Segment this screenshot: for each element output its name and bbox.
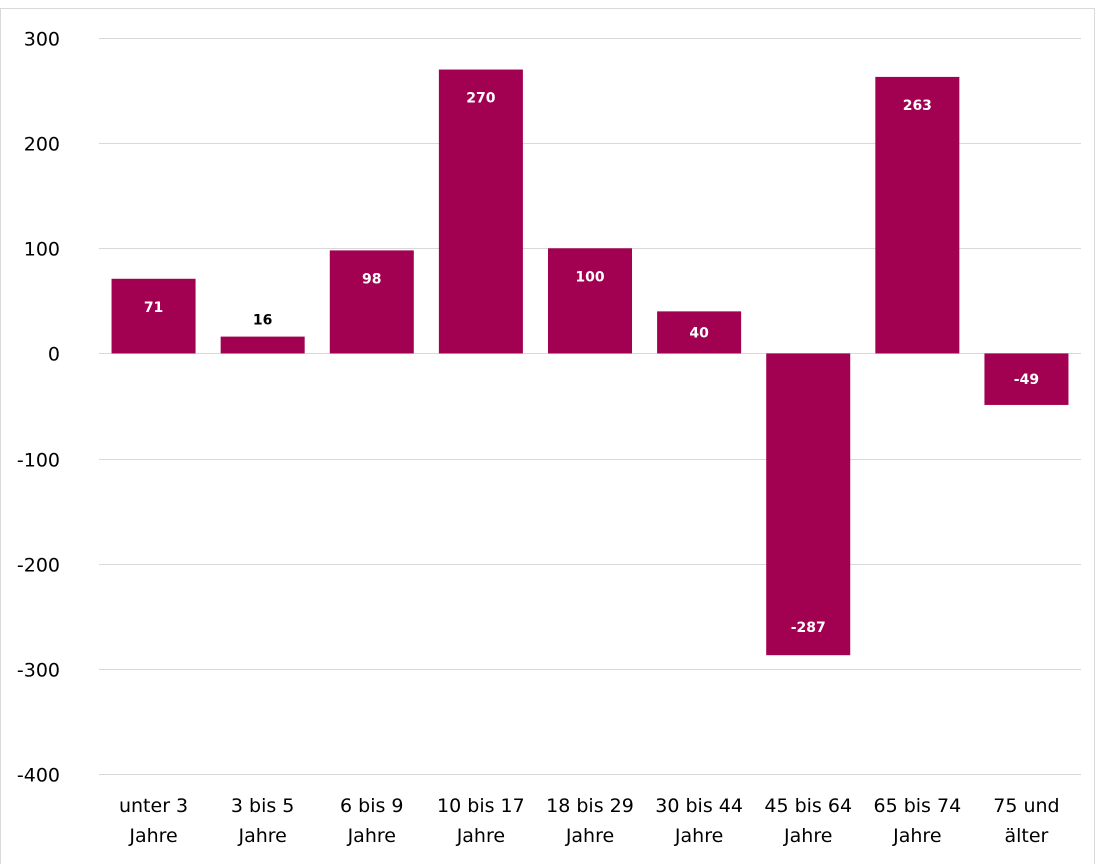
x-category-label: 10 bis 17 Jahre <box>437 795 525 847</box>
y-tick-label: 0 <box>48 344 60 366</box>
gridlines <box>99 38 1081 775</box>
y-axis-tick-labels: 300 200 100 0 -100 -200 -300 -400 <box>17 29 60 787</box>
x-category-label: 6 bis 9 Jahre <box>340 795 404 847</box>
bars <box>111 69 1069 656</box>
bar <box>657 311 742 354</box>
data-label: -49 <box>1014 372 1039 388</box>
y-tick-label: 200 <box>24 134 60 156</box>
bar <box>875 76 960 354</box>
x-category-label: 75 und älter <box>993 795 1059 847</box>
y-tick-label: -400 <box>17 765 60 787</box>
x-axis-category-labels: unter 3 Jahre 3 bis 5 Jahre 6 bis 9 Jahre 10 b… <box>119 795 1060 847</box>
x-category-label: 65 bis 74 Jahre <box>873 795 961 847</box>
y-tick-label: -200 <box>17 555 60 577</box>
chart-frame <box>0 8 1095 864</box>
data-label: 71 <box>144 300 163 316</box>
y-tick-label: -100 <box>17 450 60 472</box>
bar <box>111 278 196 354</box>
bar <box>329 250 414 354</box>
data-label: 270 <box>466 91 495 107</box>
data-label: 98 <box>362 271 381 287</box>
data-label: 40 <box>689 325 709 341</box>
data-label: 263 <box>903 98 932 114</box>
y-tick-label: 300 <box>24 29 60 51</box>
bar <box>438 69 523 354</box>
y-tick-label: 100 <box>24 239 60 261</box>
data-label: 100 <box>575 269 604 285</box>
bar <box>220 336 305 354</box>
data-labels: 71 16 98 270 100 40 -287 263 -49 <box>144 91 1039 637</box>
x-category-label: unter 3 Jahre <box>119 795 188 847</box>
x-category-label: 45 bis 64 Jahre <box>764 795 852 847</box>
x-category-label: 30 bis 44 Jahre <box>655 795 743 847</box>
x-category-label: 18 bis 29 Jahre <box>546 795 634 847</box>
bar <box>547 248 633 354</box>
x-category-label: 3 bis 5 Jahre <box>231 795 295 847</box>
data-label: 16 <box>253 313 272 329</box>
y-tick-label: -300 <box>17 660 60 682</box>
bar <box>984 353 1069 405</box>
bar <box>766 353 851 656</box>
data-label: -287 <box>791 620 826 636</box>
